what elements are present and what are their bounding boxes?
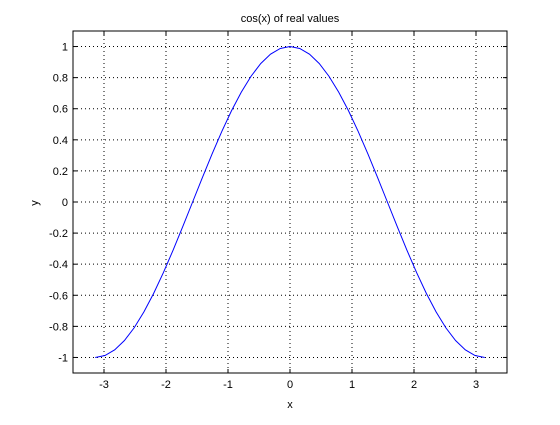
x-tick-label: -2	[161, 379, 171, 391]
y-tick-label: 1	[62, 42, 68, 54]
y-tick-label: 0.2	[53, 166, 68, 178]
series-line-cos	[95, 46, 485, 358]
x-tick-label: -1	[223, 379, 233, 391]
y-tick-label: -1	[58, 352, 68, 364]
grid-layer	[73, 31, 507, 373]
x-tick-label: -3	[99, 379, 109, 391]
y-tick-label: 0	[62, 197, 68, 209]
x-tick-label: 0	[287, 379, 293, 391]
x-tick-label: 2	[411, 379, 417, 391]
y-tick-label: -0.2	[49, 228, 68, 240]
y-axis-label: y	[29, 200, 41, 206]
y-tick-label: -0.8	[49, 321, 68, 333]
y-tick-label: 0.6	[53, 104, 68, 116]
y-tick-label: -0.4	[49, 259, 68, 271]
x-tick-label: 1	[349, 379, 355, 391]
tick-layer: -3 -2 -1 0 1 2 3 -1 -0.8 -0.6 -0.4 -0.2 0 0.2 0.4 0.6 0.…	[49, 31, 507, 391]
x-tick-label: 3	[473, 379, 479, 391]
series-layer	[95, 46, 485, 358]
chart-title: cos(x) of real values	[241, 13, 340, 25]
y-tick-label: 0.8	[53, 73, 68, 85]
y-tick-label: -0.6	[49, 290, 68, 302]
y-tick-label: 0.4	[53, 135, 68, 147]
x-axis-label: x	[287, 399, 293, 411]
